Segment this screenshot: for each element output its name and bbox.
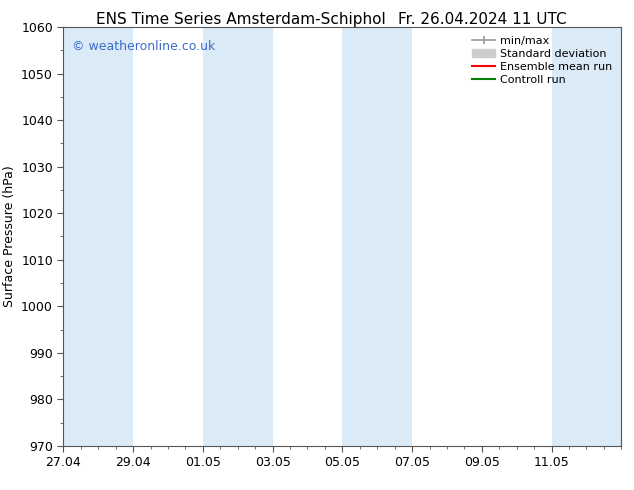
Legend: min/max, Standard deviation, Ensemble mean run, Controll run: min/max, Standard deviation, Ensemble me… [469,32,616,88]
Y-axis label: Surface Pressure (hPa): Surface Pressure (hPa) [3,166,16,307]
Bar [63,27,133,446]
Text: ENS Time Series Amsterdam-Schiphol: ENS Time Series Amsterdam-Schiphol [96,12,386,27]
Bar [203,27,273,446]
Text: Fr. 26.04.2024 11 UTC: Fr. 26.04.2024 11 UTC [398,12,566,27]
Text: © weatheronline.co.uk: © weatheronline.co.uk [72,40,215,52]
Bar [552,27,621,446]
Bar [342,27,412,446]
